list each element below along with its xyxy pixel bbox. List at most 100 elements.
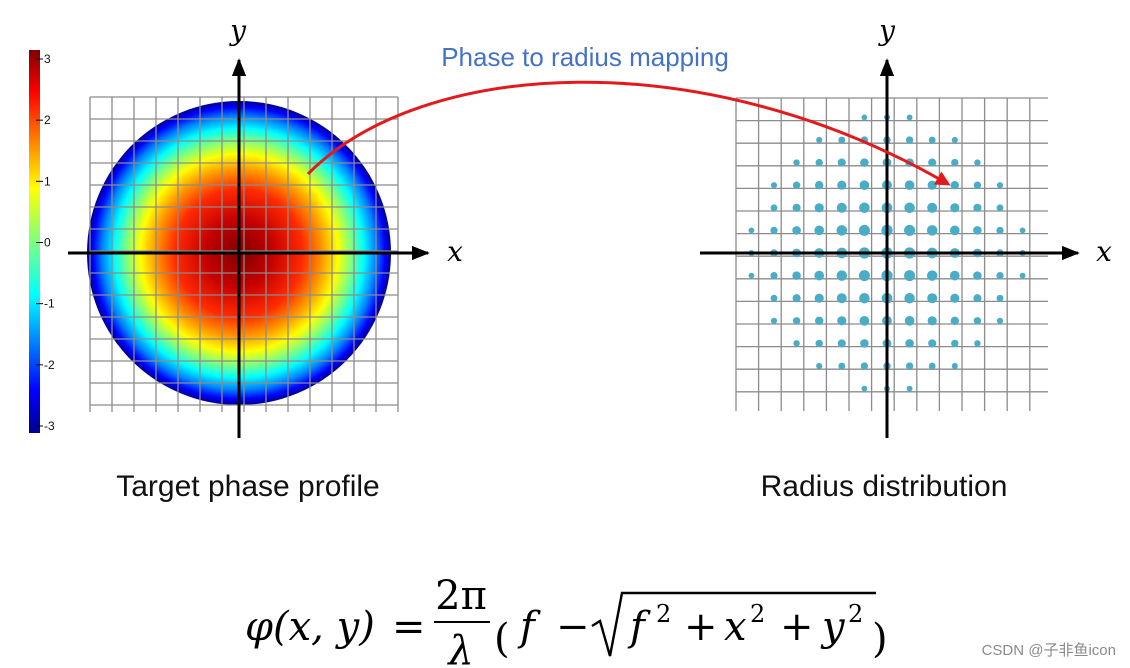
mapping-arrow bbox=[306, 80, 951, 186]
colorbar-tick-label: 2 bbox=[44, 113, 51, 127]
radius-dot bbox=[858, 270, 870, 282]
radius-dot bbox=[905, 362, 914, 370]
radius-dot bbox=[861, 114, 868, 121]
colorbar-tick-label: -3 bbox=[44, 419, 55, 433]
radius-dot bbox=[996, 271, 1004, 280]
equation-denominator: λ bbox=[446, 628, 473, 668]
radius-dot bbox=[815, 339, 823, 348]
radius-dot bbox=[1019, 272, 1026, 279]
radius-dot bbox=[860, 339, 869, 348]
radius-dot bbox=[792, 226, 801, 235]
radius-dot bbox=[836, 225, 848, 236]
radius-dot bbox=[836, 270, 848, 281]
radius-dot bbox=[996, 294, 1004, 302]
radius-distribution-x-label: x bbox=[1096, 235, 1112, 268]
radius-dot bbox=[928, 158, 937, 167]
radius-dot bbox=[973, 181, 982, 189]
radius-dot bbox=[816, 136, 823, 144]
radius-dot bbox=[814, 180, 824, 190]
radius-dot bbox=[837, 339, 846, 348]
radius-dot bbox=[928, 136, 936, 144]
radius-dot bbox=[949, 225, 960, 236]
colorbar-tick-label: 0 bbox=[44, 236, 51, 250]
equation-plus-1: + bbox=[684, 604, 718, 650]
radius-dot bbox=[927, 316, 937, 326]
equation-minus: − bbox=[556, 604, 590, 650]
radius-dot bbox=[928, 339, 937, 348]
equation-sqrt-sign bbox=[591, 591, 876, 657]
radius-dot bbox=[951, 339, 959, 348]
colorbar-tick-label: 3 bbox=[44, 52, 51, 66]
radius-dot bbox=[951, 362, 958, 370]
radius-dot bbox=[837, 180, 847, 190]
radius-dot bbox=[951, 158, 959, 167]
radius-dot bbox=[928, 362, 936, 370]
radius-dot bbox=[814, 293, 824, 303]
radius-dot bbox=[905, 339, 914, 348]
radius-dot bbox=[927, 293, 938, 304]
radius-distribution-caption: Radius distribution bbox=[761, 470, 1008, 503]
radius-dot bbox=[859, 180, 870, 191]
radius-dot bbox=[904, 224, 916, 236]
radius-dot bbox=[859, 315, 870, 326]
radius-dot bbox=[904, 180, 915, 191]
radius-dot bbox=[838, 136, 846, 144]
radius-dot bbox=[904, 292, 915, 304]
radius-distribution-y-label: y bbox=[877, 14, 896, 47]
radius-dot bbox=[950, 316, 960, 326]
radius-dot bbox=[770, 317, 778, 324]
radius-dot bbox=[905, 136, 914, 144]
radius-dot bbox=[814, 225, 825, 236]
radius-dot bbox=[974, 340, 981, 347]
equation-numerator: 2π bbox=[435, 573, 487, 619]
colorbar-tick-label: 1 bbox=[44, 174, 51, 188]
radius-dot bbox=[906, 385, 913, 392]
radius-dot bbox=[949, 270, 960, 281]
radius-dot bbox=[792, 271, 801, 280]
radius-dot bbox=[904, 315, 915, 326]
phase-equation: φ(x, y) = 2π λ ( f − f 2 + x 2 + y 2 ) bbox=[245, 573, 888, 668]
radius-dot bbox=[973, 317, 982, 325]
radius-dot bbox=[996, 204, 1004, 212]
equation-exp-f: 2 bbox=[656, 600, 671, 628]
equation-exp-y: 2 bbox=[848, 600, 863, 628]
radius-dot bbox=[792, 181, 801, 189]
radius-dot bbox=[838, 362, 846, 370]
radius-dot bbox=[770, 204, 778, 212]
radius-dot bbox=[748, 272, 755, 279]
colorbar-ticks: 3 2 1 0 -1 -2 -3 bbox=[36, 52, 55, 433]
radius-dot bbox=[973, 294, 982, 303]
radius-dot bbox=[859, 292, 870, 304]
radius-dot bbox=[904, 202, 915, 214]
radius-dot bbox=[770, 271, 778, 280]
equation-plus-2: + bbox=[780, 604, 814, 650]
radius-dot bbox=[973, 226, 982, 235]
equation-equals: = bbox=[392, 604, 426, 650]
radius-dot bbox=[836, 202, 847, 213]
radius-dot bbox=[926, 225, 938, 236]
radius-dot bbox=[996, 317, 1004, 324]
equation-close-paren: ) bbox=[872, 616, 888, 662]
radius-dot bbox=[996, 226, 1004, 235]
watermark: CSDN @子非鱼icon bbox=[982, 641, 1116, 659]
phase-profile-y-label: y bbox=[228, 14, 247, 47]
colorbar: 3 2 1 0 -1 -2 -3 bbox=[29, 50, 55, 433]
equation-f: f bbox=[517, 604, 541, 650]
radius-dot bbox=[950, 180, 960, 190]
radius-dot bbox=[906, 114, 913, 121]
radius-dot bbox=[814, 270, 825, 281]
radius-dot bbox=[950, 203, 960, 213]
radius-dot bbox=[793, 159, 800, 166]
radius-dot bbox=[836, 293, 847, 304]
radius-dot bbox=[837, 158, 846, 167]
radius-dot bbox=[837, 316, 847, 326]
radius-dot bbox=[860, 362, 869, 370]
radius-dot bbox=[748, 227, 755, 234]
mapping-connector: Phase to radius mapping bbox=[306, 42, 951, 186]
radius-dot bbox=[814, 203, 824, 213]
radius-dot bbox=[815, 158, 823, 167]
radius-dot bbox=[973, 271, 982, 280]
equation-open-paren: ( bbox=[494, 616, 510, 662]
radius-dot bbox=[792, 294, 801, 303]
radius-dot bbox=[860, 158, 869, 167]
